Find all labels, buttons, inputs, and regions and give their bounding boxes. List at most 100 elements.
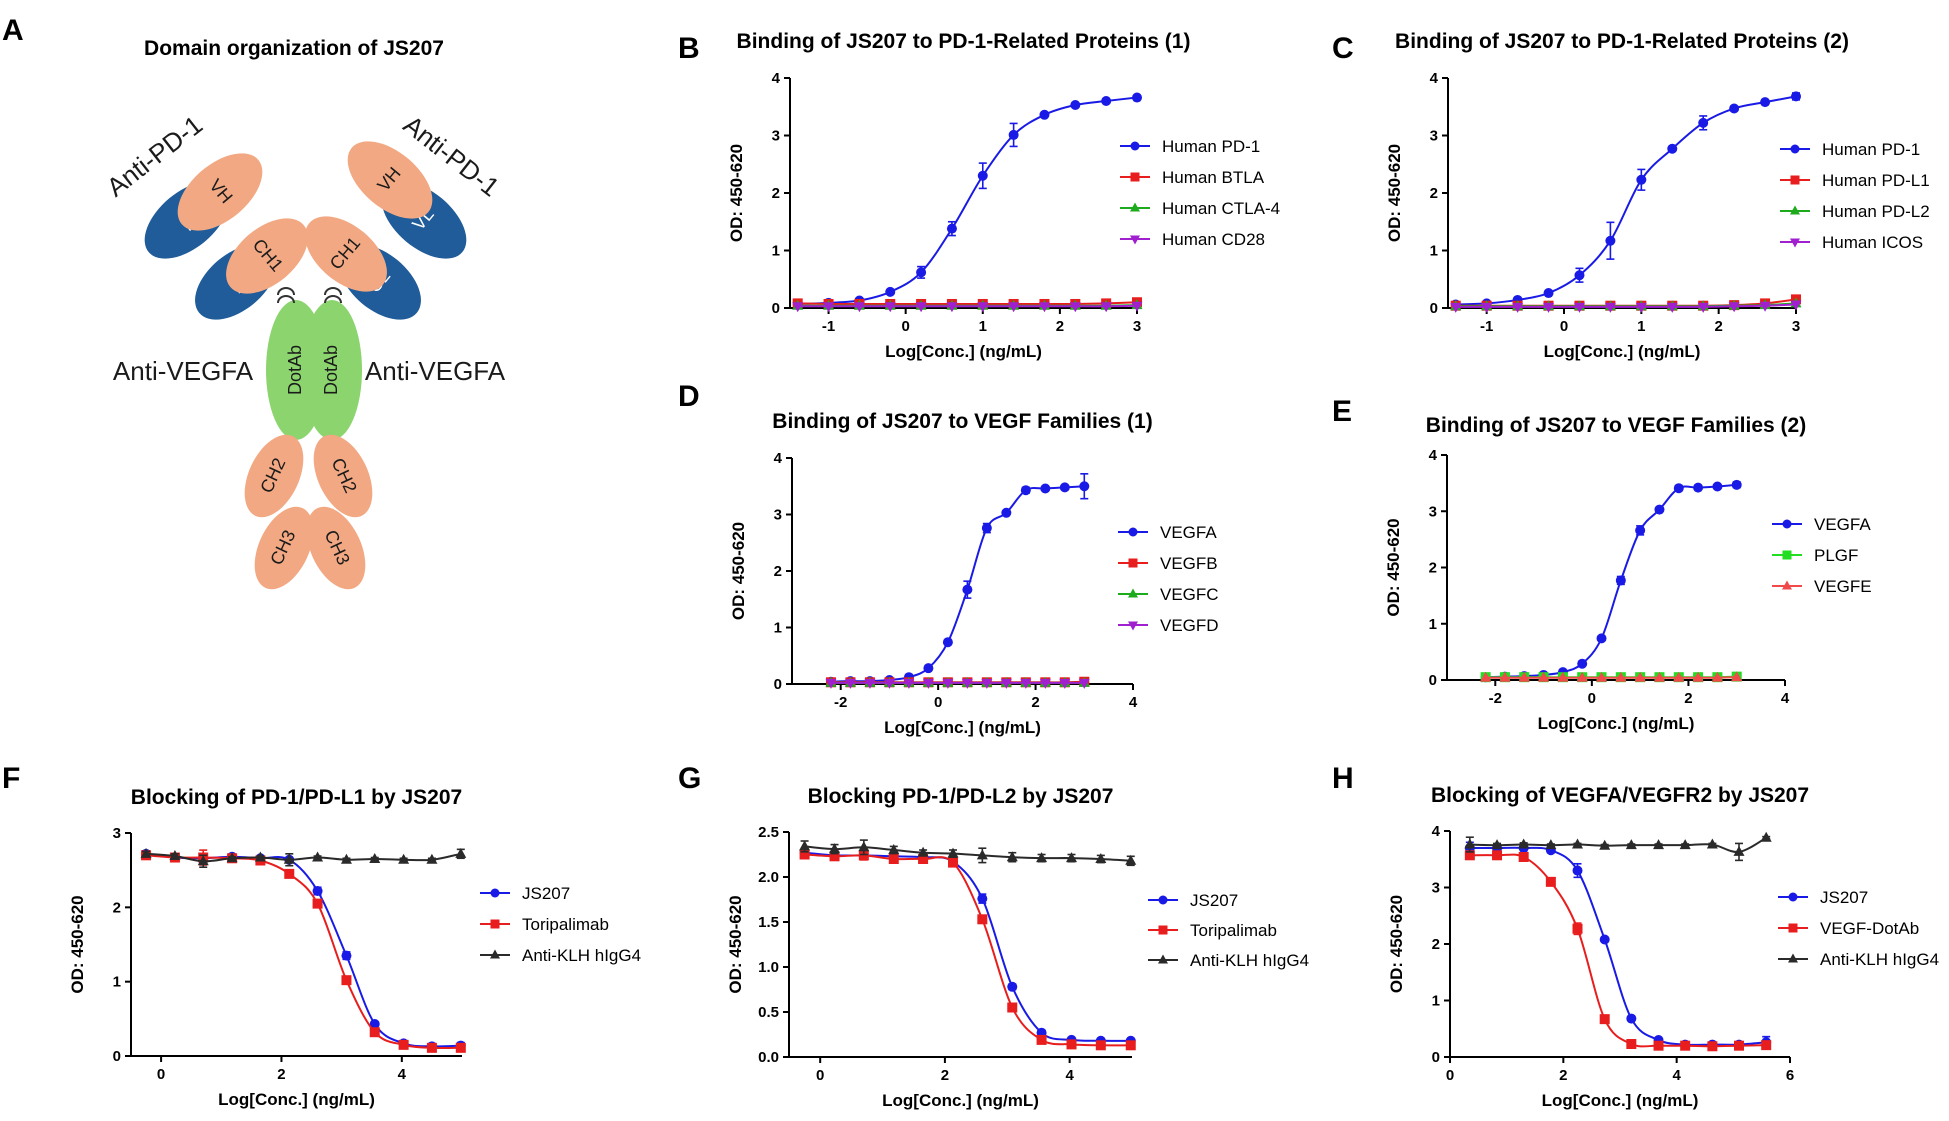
chart-title: Blocking of VEGFA/VEGFR2 by JS207 [1431,784,1809,807]
y-tick-label: 3 [113,825,121,842]
right-ch1-domain: CH1 [305,216,387,292]
series-human-icos [1450,300,1802,313]
series-line [830,485,1085,683]
series-js207 [799,847,1136,1046]
legend-label: Toripalimab [1190,921,1277,940]
data-point [1557,671,1569,682]
data-point [884,302,896,313]
data-point [369,853,381,864]
y-tick-label: 2 [774,563,782,580]
data-point [1036,852,1048,863]
legend-marker [1790,144,1800,154]
data-point [1512,302,1524,313]
panel-letter: F [2,762,20,795]
data-point [1666,302,1678,313]
data-point [923,663,934,674]
legend-marker [1130,235,1140,245]
data-point [1070,100,1081,111]
data-point [1654,504,1665,515]
data-point [829,851,840,862]
x-tick-label: -1 [822,318,835,335]
data-point [1059,482,1070,493]
data-point [1635,525,1646,536]
data-point [942,678,954,689]
data-point [976,849,988,860]
data-point [398,853,410,864]
legend-entry: Human ICOS [1780,233,1923,252]
y-tick-label: 2 [1429,560,1437,577]
right-hinge [324,295,342,304]
data-point [312,851,324,862]
x-tick-label: 0 [1446,1067,1454,1084]
panel-letter: G [678,762,701,795]
x-tick-label: -1 [1480,318,1493,335]
y-tick-label: 0.0 [758,1049,779,1066]
data-point [1545,876,1556,887]
data-point [903,678,915,689]
legend-label: JS207 [1190,891,1238,910]
legend-label: Human CTLA-4 [1162,199,1280,218]
data-point [1626,1013,1637,1024]
legend-entry: Human CD28 [1120,230,1265,249]
data-point [1706,838,1718,849]
y-tick-label: 4 [774,450,783,467]
y-tick-label: 1 [772,243,780,260]
y-tick-label: 1 [1429,616,1437,633]
data-point [1006,851,1018,862]
left-ch1-domain: CH1 [226,218,308,294]
data-point [829,843,841,854]
right-dotab-domain: DotAb [302,300,362,440]
legend-label: Human PD-1 [1162,137,1260,156]
data-point [1728,302,1740,313]
legend-entry: Human CTLA-4 [1120,199,1280,218]
data-point [1635,302,1647,313]
data-point [1480,671,1492,682]
legend-label: VEGF-DotAb [1820,919,1919,938]
series-js207 [141,848,466,1052]
series-anti-klh-higg4 [799,839,1137,867]
legend-entry: VEGFE [1772,577,1872,596]
series-vegfa [825,473,1090,687]
series-line [804,853,1131,1047]
right-ch3-domain: CH3 [306,506,366,590]
data-point [888,854,899,864]
y-axis-label: OD: 450-620 [68,895,87,993]
legend-marker [1130,202,1140,212]
series-vegfa [1480,479,1742,683]
data-point [864,678,876,689]
data-point [1518,851,1529,862]
legend-marker [1790,205,1800,215]
data-point [1572,838,1583,849]
legend-entry: Human BTLA [1120,168,1265,187]
series-line [1455,95,1797,306]
data-point [948,857,959,868]
y-tick-label: 4 [772,70,781,87]
data-point [981,523,992,534]
data-point [1576,671,1588,682]
y-tick-label: 2.5 [758,824,779,841]
y-tick-label: 4 [1429,447,1438,464]
data-point [799,840,811,851]
data-point [1653,1040,1664,1051]
legend-label: Human ICOS [1822,233,1923,252]
data-point [1069,302,1081,313]
data-point [1615,575,1626,586]
series-line [797,96,1138,305]
legend-marker [1788,923,1798,933]
data-point [946,223,957,234]
x-tick-label: 2 [1559,1067,1567,1084]
legend-entry: JS207 [1778,888,1868,907]
chart-panel-f: F Blocking of PD-1/PD-L1 by JS207 0 1 2 3 0 2 4 L… [2,762,641,1109]
data-point [1095,1040,1106,1051]
data-point [825,678,837,689]
data-point [341,975,352,986]
x-axis-label: Log[Conc.] (ng/mL) [1544,342,1701,361]
data-point [254,851,266,862]
y-tick-label: 4 [1430,70,1439,87]
series-vegf-dotab [1464,850,1772,1052]
legend-entry: VEGFB [1118,554,1218,573]
data-point [1679,839,1691,850]
legend-label: JS207 [522,884,570,903]
chart-panel-b: B Binding of JS207 to PD-1-Related Protei… [678,30,1280,361]
x-axis-label: Log[Conc.] (ng/mL) [885,342,1042,361]
